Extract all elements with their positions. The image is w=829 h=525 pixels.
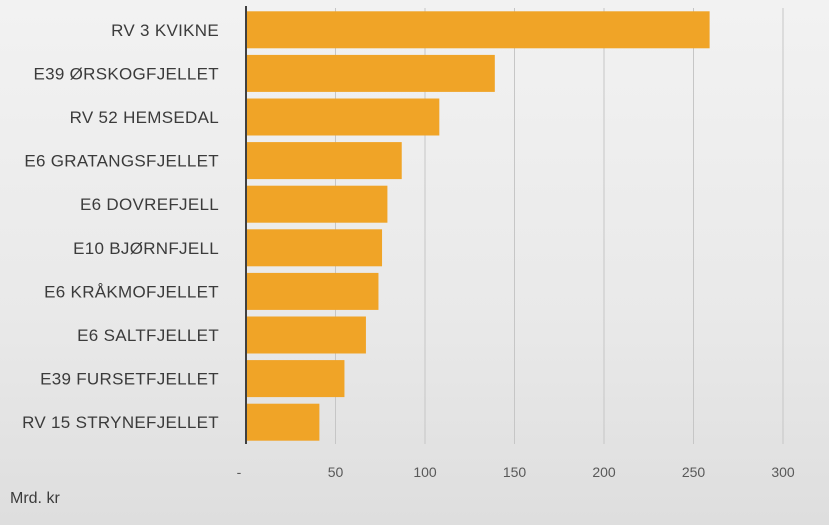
bar-5: [246, 185, 388, 223]
category-label-7: E6 KRÅKMOFJELLET: [44, 282, 219, 301]
bar-3: [246, 98, 440, 136]
x-tick-label-100: 100: [413, 464, 437, 480]
category-label-9: E39 FURSETFJELLET: [40, 370, 219, 389]
category-label-4: E6 GRATANGSFJELLET: [24, 152, 219, 171]
bars: [246, 11, 710, 441]
category-label-3: RV 52 HEMSEDAL: [70, 108, 219, 127]
bar-8: [246, 316, 366, 354]
x-tick-label-200: 200: [592, 464, 616, 480]
bar-1: [246, 11, 710, 49]
category-label-6: E10 BJØRNFJELL: [73, 239, 219, 258]
unit-label: Mrd. kr: [10, 490, 60, 507]
category-labels: RV 3 KVIKNE E39 ØRSKOGFJELLET RV 52 HEMSED…: [22, 21, 219, 432]
bar-10: [246, 403, 320, 441]
category-label-8: E6 SALTFJELLET: [77, 326, 219, 345]
bar-4: [246, 142, 402, 180]
bar-9: [246, 360, 345, 398]
x-tick-label-0: -: [237, 464, 242, 480]
bar-6: [246, 229, 383, 267]
category-label-1: RV 3 KVIKNE: [111, 21, 219, 40]
category-label-2: E39 ØRSKOGFJELLET: [33, 64, 219, 83]
bar-7: [246, 272, 379, 310]
tick-labels: - 50 100 150 200 250 300: [237, 464, 795, 480]
category-label-10: RV 15 STRYNEFJELLET: [22, 413, 219, 432]
x-tick-label-250: 250: [682, 464, 706, 480]
x-tick-label-50: 50: [328, 464, 344, 480]
x-tick-label-150: 150: [503, 464, 527, 480]
x-tick-label-300: 300: [771, 464, 795, 480]
category-label-5: E6 DOVREFJELL: [80, 195, 219, 214]
bar-2: [246, 54, 495, 92]
